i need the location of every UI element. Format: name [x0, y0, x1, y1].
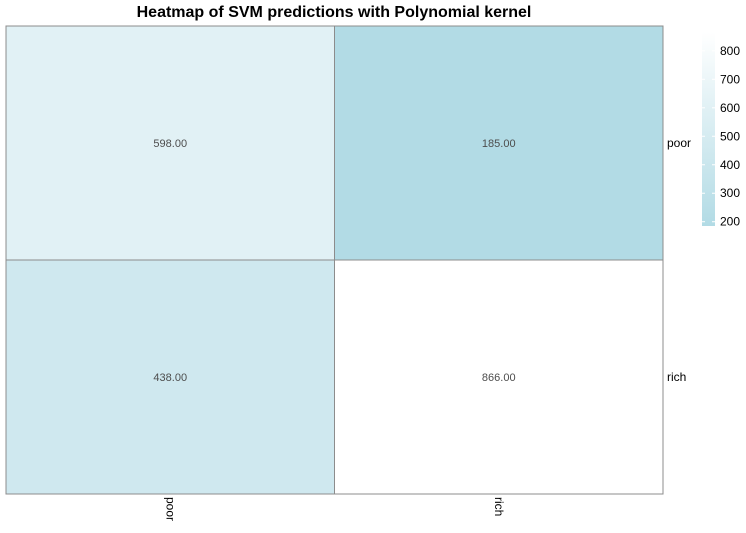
heatmap-cell-poor-poor — [5, 25, 335, 261]
heatmap-cell-rich-rich — [334, 259, 664, 495]
legend-tick-label: 400 — [720, 158, 740, 172]
cell-value-label: 185.00 — [482, 138, 516, 150]
x-axis-labels: poor rich — [163, 497, 506, 521]
legend-tick-label: 200 — [720, 215, 740, 229]
heatmap-cell-poor-rich — [5, 259, 335, 495]
legend-tick-label: 500 — [720, 129, 740, 143]
x-tick-label-rich: rich — [492, 497, 506, 516]
legend-tick-label: 600 — [720, 101, 740, 115]
legend-colorbar — [702, 32, 715, 226]
heatmap-cell-rich-poor — [334, 25, 664, 261]
legend-tick-label: 700 — [720, 72, 740, 86]
heatmap-cells: 598.00 185.00 438.00 866.00 — [5, 25, 664, 495]
color-legend: 200 300 400 500 600 700 800 — [702, 32, 740, 229]
legend-tick-label: 300 — [720, 186, 740, 200]
cell-value-label: 438.00 — [153, 372, 187, 384]
legend-tick-label: 800 — [720, 44, 740, 58]
y-tick-label-rich: rich — [667, 370, 686, 384]
cell-value-label: 866.00 — [482, 372, 516, 384]
chart-title: Heatmap of SVM predictions with Polynomi… — [137, 4, 532, 21]
cell-value-label: 598.00 — [153, 138, 187, 150]
y-tick-label-poor: poor — [667, 136, 691, 150]
y-axis-labels: poor rich — [667, 136, 691, 384]
x-tick-label-poor: poor — [163, 497, 177, 521]
